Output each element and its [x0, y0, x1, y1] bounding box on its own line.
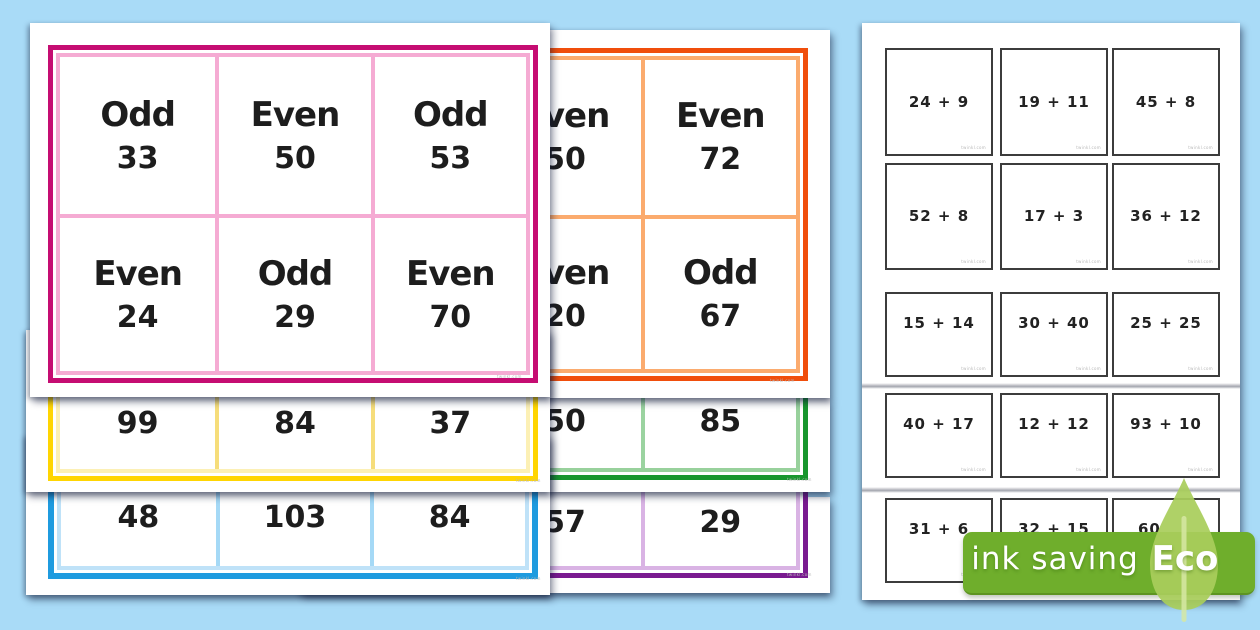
bingo-cell: Odd 29 — [215, 214, 371, 371]
number-cell: 85 — [640, 368, 796, 468]
watermark: twinkl.com — [1188, 145, 1213, 150]
addition-card: 24 + 9 twinkl.com — [885, 48, 993, 156]
addition-card: 93 + 10 twinkl.com — [1112, 393, 1220, 478]
addition-card: 25 + 25 twinkl.com — [1112, 292, 1220, 377]
watermark: twinkl.com — [961, 467, 986, 472]
watermark: twinkl.com — [787, 477, 812, 482]
number-cell: 37 — [370, 370, 526, 469]
watermark: twinkl.com — [1076, 467, 1101, 472]
addition-expression: 31 + 6 — [908, 520, 970, 538]
addition-expression: 25 + 25 — [1130, 314, 1202, 332]
page-seam — [862, 487, 1240, 494]
page-addition-cards: 24 + 9 twinkl.com 19 + 11 twinkl.com 45 + … — [862, 23, 1240, 600]
addition-expression: 40 + 17 — [903, 415, 975, 433]
page-pink-bingo-card: Odd 33 Even 50 Odd 53 Even 24 Odd 29 Even 70 t… — [30, 23, 550, 397]
watermark: twinkl.com — [961, 259, 986, 264]
addition-card: 17 + 3 twinkl.com — [1000, 163, 1108, 270]
addition-expression: 15 + 14 — [903, 314, 975, 332]
watermark: twinkl.com — [1188, 366, 1213, 371]
eco-label: Eco — [1151, 539, 1219, 579]
addition-expression: 12 + 12 — [1018, 415, 1090, 433]
watermark: twinkl.com — [787, 572, 812, 577]
watermark: twinkl.com — [961, 145, 986, 150]
number-cell: 99 — [116, 405, 159, 441]
watermark: twinkl.com — [497, 374, 522, 379]
addition-card: 30 + 40 twinkl.com — [1000, 292, 1108, 377]
number-cell: 48 — [117, 500, 160, 535]
addition-card: 45 + 8 twinkl.com — [1112, 48, 1220, 156]
addition-card: 40 + 17 twinkl.com — [885, 393, 993, 478]
watermark: twinkl.com — [516, 576, 541, 581]
bingo-cell: Odd 53 — [370, 57, 526, 214]
bingo-cell: Even 72 — [640, 60, 796, 215]
addition-card: 12 + 12 twinkl.com — [1000, 393, 1108, 478]
bingo-cell: Odd 33 — [100, 94, 176, 176]
watermark: twinkl.com — [961, 366, 986, 371]
number-cell: 84 — [370, 470, 525, 566]
addition-expression: 45 + 8 — [1135, 92, 1197, 111]
addition-card: 52 + 8 twinkl.com — [885, 163, 993, 270]
addition-expression: 52 + 8 — [908, 207, 970, 225]
watermark: twinkl.com — [1076, 145, 1101, 150]
addition-expression: 19 + 11 — [1018, 92, 1090, 111]
watermark: twinkl.com — [1188, 467, 1213, 472]
addition-card: 15 + 14 twinkl.com — [885, 292, 993, 377]
eco-leaf-icon — [1150, 478, 1218, 622]
watermark: twinkl.com — [1076, 366, 1101, 371]
addition-card: 19 + 11 twinkl.com — [1000, 48, 1108, 156]
number-cell: 84 — [215, 370, 370, 469]
pink-bingo-frame: Odd 33 Even 50 Odd 53 Even 24 Odd 29 Even 70 — [48, 45, 538, 383]
addition-expression: 36 + 12 — [1130, 207, 1202, 225]
addition-expression: 17 + 3 — [1023, 207, 1085, 225]
watermark: twinkl.com — [516, 478, 541, 483]
ink-saving-label: ink saving — [971, 541, 1139, 577]
addition-expression: 24 + 9 — [908, 92, 970, 111]
watermark: twinkl.com — [770, 378, 795, 383]
bingo-cell: Odd 67 — [640, 214, 796, 369]
number-cell: 103 — [215, 470, 371, 566]
watermark: twinkl.com — [1188, 259, 1213, 264]
bingo-cell: Even 24 — [60, 214, 216, 371]
bingo-cell: Even 70 — [370, 214, 526, 371]
addition-expression: 30 + 40 — [1018, 314, 1090, 332]
watermark: twinkl.com — [1076, 259, 1101, 264]
page-seam — [862, 383, 1240, 390]
addition-card: 36 + 12 twinkl.com — [1112, 163, 1220, 270]
bingo-cell: Even 50 — [215, 57, 370, 214]
number-cell: 29 — [640, 480, 796, 566]
addition-expression: 93 + 10 — [1130, 415, 1202, 433]
